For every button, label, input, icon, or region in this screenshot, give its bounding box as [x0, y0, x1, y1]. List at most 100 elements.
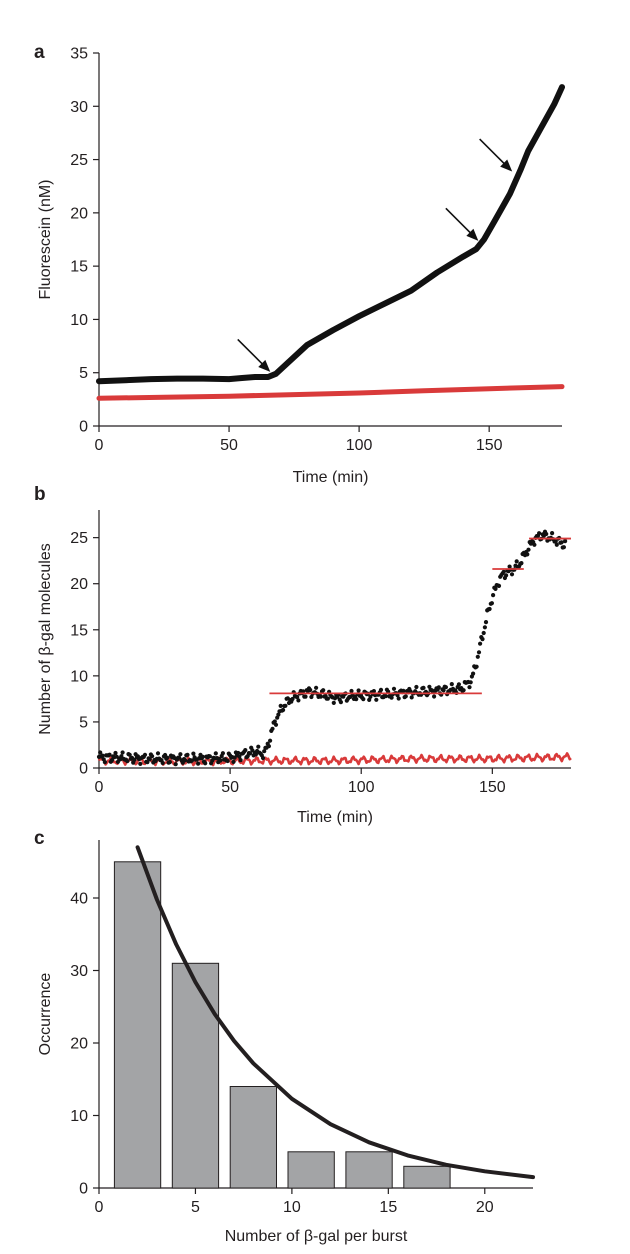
data-point — [491, 593, 496, 598]
x-axis-label: Time (min) — [293, 469, 369, 486]
y-tick-label: 5 — [79, 714, 88, 731]
data-point — [378, 687, 384, 693]
x-tick-label: 15 — [379, 1199, 397, 1216]
data-point — [100, 753, 105, 758]
data-point — [266, 744, 271, 749]
x-axis-label: Time (min) — [297, 809, 373, 826]
bar — [229, 1086, 277, 1189]
data-point — [389, 695, 394, 700]
data-point — [383, 694, 388, 699]
y-tick-label: 10 — [70, 668, 88, 685]
data-point — [493, 586, 498, 592]
data-point — [309, 694, 314, 700]
data-point — [356, 688, 361, 693]
y-tick-label: 0 — [79, 1181, 88, 1198]
trace-black — [96, 84, 565, 385]
x-tick-label: 100 — [346, 437, 373, 454]
data-point — [314, 685, 319, 690]
data-point — [256, 744, 261, 749]
y-tick-label: 10 — [70, 312, 88, 329]
data-point — [561, 545, 567, 550]
data-point — [290, 696, 295, 702]
x-tick-label: 10 — [283, 1199, 301, 1216]
data-point — [231, 759, 236, 765]
data-point — [98, 750, 103, 755]
data-point — [482, 625, 487, 630]
data-point — [483, 620, 489, 625]
data-point — [421, 685, 426, 691]
data-point — [247, 751, 253, 756]
arrow-annotation — [479, 138, 513, 172]
data-point — [118, 757, 123, 762]
data-point — [354, 697, 359, 702]
data-point — [273, 722, 279, 727]
data-point — [318, 694, 323, 699]
y-tick-label: 15 — [70, 259, 88, 276]
data-point — [278, 703, 283, 709]
data-point — [361, 697, 366, 702]
data-point — [443, 685, 448, 690]
x-tick-label: 0 — [95, 779, 104, 796]
data-point — [238, 758, 243, 763]
data-point — [449, 682, 454, 687]
data-point — [321, 688, 326, 693]
x-tick-label: 5 — [191, 1199, 200, 1216]
data-point — [225, 758, 230, 764]
bar — [345, 1151, 393, 1189]
data-point — [303, 694, 308, 699]
data-point — [260, 755, 266, 761]
data-point — [514, 559, 519, 564]
bar — [403, 1165, 451, 1189]
trace-black-dots — [96, 529, 568, 767]
data-point — [403, 694, 408, 699]
data-point — [236, 750, 241, 756]
data-point — [489, 601, 494, 606]
data-point — [253, 752, 258, 757]
arrow-annotation — [445, 207, 479, 241]
data-point — [554, 542, 559, 547]
y-tick-label: 10 — [70, 1108, 88, 1125]
data-point — [191, 751, 196, 756]
y-axis-label: Fluorescein (nM) — [37, 179, 54, 299]
data-point — [272, 719, 277, 724]
y-axis-label: Occurrence — [37, 973, 54, 1056]
x-tick-label: 20 — [476, 1199, 494, 1216]
data-point — [160, 760, 165, 766]
data-point — [478, 641, 483, 646]
y-tick-label: 5 — [79, 365, 88, 382]
x-tick-label: 50 — [221, 779, 239, 796]
y-tick-label: 20 — [70, 1036, 88, 1053]
data-point — [177, 755, 182, 760]
bar — [113, 861, 162, 1189]
data-point — [563, 539, 568, 544]
data-point — [109, 758, 115, 763]
data-point — [173, 762, 178, 767]
data-point — [436, 685, 441, 690]
data-point — [308, 687, 313, 693]
data-point — [432, 694, 437, 699]
y-tick-label: 15 — [70, 622, 88, 639]
data-point — [178, 752, 183, 757]
y-tick-label: 25 — [70, 530, 88, 547]
data-point — [190, 758, 195, 763]
data-point — [371, 689, 376, 694]
data-point — [127, 752, 132, 757]
data-point — [338, 700, 343, 705]
data-point — [487, 606, 492, 612]
data-point — [409, 695, 414, 700]
data-point — [113, 750, 118, 756]
x-tick-label: 150 — [479, 779, 506, 796]
data-point — [183, 758, 188, 763]
data-point — [441, 688, 446, 693]
data-point — [196, 761, 201, 766]
data-point — [325, 696, 330, 701]
data-point — [559, 540, 564, 545]
bar — [287, 1151, 335, 1189]
data-point — [243, 748, 248, 753]
data-point — [270, 726, 275, 731]
data-point — [200, 754, 205, 760]
data-point — [480, 637, 485, 642]
chart-panel-a: 0 50 100 150 0 5 10 15 20 25 30 35 Time (min) Fluores… — [37, 46, 565, 486]
data-point — [220, 751, 225, 756]
